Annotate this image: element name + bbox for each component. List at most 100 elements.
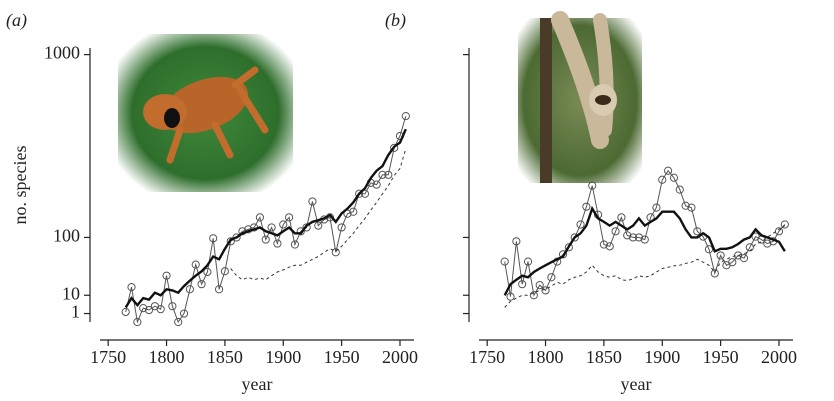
data-point: [372, 180, 381, 189]
data-point: [506, 292, 515, 301]
panel-label: (b): [385, 10, 406, 31]
photo-sloth: [518, 11, 642, 183]
data-point: [640, 235, 649, 244]
data-point: [588, 181, 597, 190]
data-point: [634, 233, 644, 242]
data-point: [401, 111, 410, 121]
data-point: [728, 258, 737, 267]
x-tick-label: 1950: [703, 347, 739, 367]
x-tick-label: 1800: [528, 347, 564, 367]
x-axis-label: year: [621, 374, 652, 394]
data-point: [523, 257, 533, 266]
data-point: [576, 220, 585, 229]
data-point: [214, 285, 224, 294]
data-point: [273, 239, 282, 248]
data-point: [296, 227, 305, 236]
data-point: [664, 166, 673, 175]
data-point: [628, 233, 638, 242]
data-point: [512, 237, 521, 246]
data-point: [279, 220, 288, 229]
data-point: [500, 257, 509, 266]
data-point: [623, 231, 632, 240]
x-tick-label: 1850: [207, 347, 243, 367]
data-point: [144, 305, 154, 315]
y-tick-label: 10: [62, 283, 80, 303]
x-tick-label: 1900: [265, 347, 301, 367]
data-point: [314, 221, 323, 230]
y-tick-label: 1: [71, 302, 80, 322]
data-point: [174, 317, 183, 327]
x-axis-label: year: [242, 374, 273, 394]
data-point: [337, 223, 346, 232]
data-point: [255, 213, 265, 222]
y-tick-label: 1000: [44, 43, 80, 63]
data-point: [360, 189, 370, 198]
x-tick-label: 1800: [149, 347, 185, 367]
data-point: [390, 143, 399, 152]
data-point: [780, 220, 789, 229]
data-point: [547, 273, 556, 282]
data-point: [302, 223, 311, 232]
y-axis-label: no. species: [10, 146, 30, 225]
data-point: [220, 267, 229, 276]
data-point: [658, 175, 667, 184]
panel-label: (a): [6, 10, 27, 31]
data-point: [599, 240, 608, 249]
panel: (b) 1750 1800 1850 1900 1950 2000 year: [385, 10, 797, 394]
data-point: [605, 242, 614, 251]
x-tick-label: 1900: [644, 347, 680, 367]
data-point: [168, 302, 177, 311]
data-point: [518, 280, 527, 289]
data-point: [133, 317, 142, 327]
data-point: [349, 207, 358, 216]
data-point: [378, 170, 387, 179]
data-point: [261, 235, 270, 244]
data-point: [704, 245, 714, 254]
photo-frog: [118, 34, 293, 192]
x-tick-label: 1750: [469, 347, 505, 367]
data-point: [739, 254, 749, 263]
panel: (a) 110 100 1000 1750 1800 1850 1900 1950 2000 yea…: [6, 10, 418, 394]
x-tick-label: 1850: [586, 347, 622, 367]
data-point: [529, 291, 538, 300]
data-point: [355, 189, 364, 198]
data-point: [267, 223, 276, 232]
data-point: [652, 203, 661, 212]
data-point: [179, 309, 189, 318]
data-point: [611, 227, 620, 236]
data-point: [669, 173, 679, 182]
data-point: [570, 233, 579, 242]
data-point: [308, 197, 317, 206]
data-point: [331, 248, 340, 257]
data-point: [617, 213, 626, 222]
data-point: [139, 304, 148, 313]
x-tick-label: 2000: [761, 347, 797, 367]
data-point: [191, 260, 200, 269]
data-point: [384, 170, 393, 179]
data-point: [716, 251, 725, 260]
series-line: [504, 169, 786, 297]
data-point: [121, 307, 130, 317]
data-point: [127, 283, 136, 292]
y-tick-label: 100: [53, 226, 80, 246]
data-point: [226, 237, 235, 246]
data-point: [763, 239, 772, 248]
data-point: [687, 203, 696, 212]
data-point: [535, 281, 544, 290]
x-tick-label: 1750: [90, 347, 126, 367]
data-point: [203, 267, 212, 277]
data-point: [209, 234, 218, 243]
data-point: [162, 271, 171, 280]
data-point: [285, 213, 294, 222]
data-point: [582, 202, 591, 211]
series-line: [503, 205, 786, 296]
data-point: [564, 243, 573, 252]
data-point: [197, 280, 206, 289]
data-point: [710, 269, 719, 278]
data-point: [185, 285, 194, 294]
data-point: [681, 201, 690, 210]
series-line: [124, 128, 407, 309]
data-point: [558, 250, 568, 259]
data-point: [290, 240, 300, 249]
